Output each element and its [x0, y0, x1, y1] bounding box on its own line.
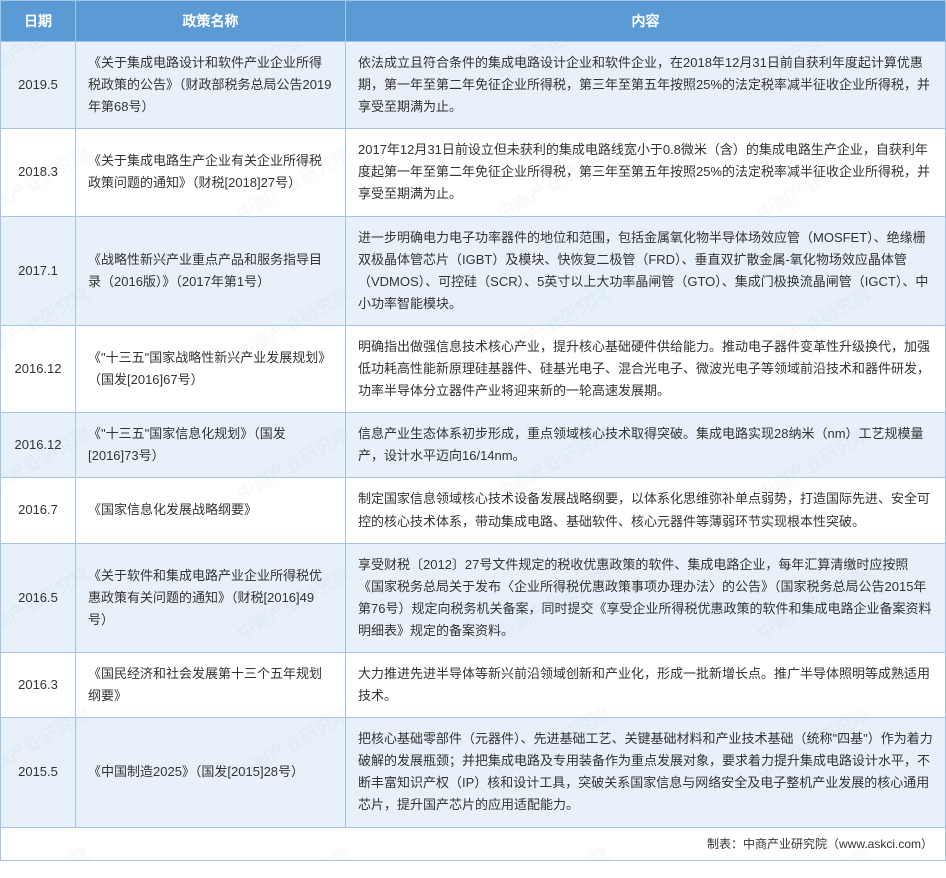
cell-date: 2015.5 — [1, 718, 76, 827]
header-name: 政策名称 — [76, 1, 346, 42]
cell-name: 《中国制造2025》（国发[2015]28号） — [76, 718, 346, 827]
cell-content: 制定国家信息领域核心技术设备发展战略纲要，以体系化思维弥补单点弱势，打造国际先进… — [346, 478, 946, 543]
cell-content: 2017年12月31日前设立但未获利的集成电路线宽小于0.8微米（含）的集成电路… — [346, 129, 946, 216]
table-row: 2016.12《"十三五"国家信息化规划》（国发[2016]73号）信息产业生态… — [1, 413, 946, 478]
cell-content: 进一步明确电力电子功率器件的地位和范围，包括金属氧化物半导体场效应管（MOSFE… — [346, 216, 946, 325]
table-row: 2016.12《"十三五"国家战略性新兴产业发展规划》（国发[2016]67号）… — [1, 325, 946, 412]
table-row: 2016.3《国民经济和社会发展第十三个五年规划纲要》大力推进先进半导体等新兴前… — [1, 652, 946, 717]
cell-name: 《战略性新兴产业重点产品和服务指导目录（2016版）》（2017年第1号） — [76, 216, 346, 325]
cell-content: 大力推进先进半导体等新兴前沿领域创新和产业化，形成一批新增长点。推广半导体照明等… — [346, 652, 946, 717]
cell-date: 2016.12 — [1, 413, 76, 478]
table-header-row: 日期 政策名称 内容 — [1, 1, 946, 42]
cell-name: 《"十三五"国家信息化规划》（国发[2016]73号） — [76, 413, 346, 478]
table-row: 2016.5《关于软件和集成电路产业企业所得税优惠政策有关问题的通知》（财税[2… — [1, 543, 946, 652]
table-row: 2019.5《关于集成电路设计和软件产业企业所得税政策的公告》（财政部税务总局公… — [1, 42, 946, 129]
cell-name: 《"十三五"国家战略性新兴产业发展规划》（国发[2016]67号） — [76, 325, 346, 412]
cell-name: 《关于软件和集成电路产业企业所得税优惠政策有关问题的通知》（财税[2016]49… — [76, 543, 346, 652]
cell-date: 2017.1 — [1, 216, 76, 325]
cell-date: 2016.7 — [1, 478, 76, 543]
cell-name: 《国民经济和社会发展第十三个五年规划纲要》 — [76, 652, 346, 717]
cell-content: 依法成立且符合条件的集成电路设计企业和软件企业，在2018年12月31日前自获利… — [346, 42, 946, 129]
cell-content: 信息产业生态体系初步形成，重点领域核心技术取得突破。集成电路实现28纳米（nm）… — [346, 413, 946, 478]
source-text: 制表：中商产业研究院（www.askci.com） — [1, 827, 946, 860]
cell-date: 2016.5 — [1, 543, 76, 652]
cell-name: 《国家信息化发展战略纲要》 — [76, 478, 346, 543]
header-content: 内容 — [346, 1, 946, 42]
cell-date: 2016.12 — [1, 325, 76, 412]
table-row: 2017.1《战略性新兴产业重点产品和服务指导目录（2016版）》（2017年第… — [1, 216, 946, 325]
cell-name: 《关于集成电路设计和软件产业企业所得税政策的公告》（财政部税务总局公告2019年… — [76, 42, 346, 129]
table-row: 2015.5《中国制造2025》（国发[2015]28号）把核心基础零部件（元器… — [1, 718, 946, 827]
header-date: 日期 — [1, 1, 76, 42]
cell-date: 2019.5 — [1, 42, 76, 129]
cell-name: 《关于集成电路生产企业有关企业所得税政策问题的通知》（财税[2018]27号） — [76, 129, 346, 216]
source-row: 制表：中商产业研究院（www.askci.com） — [1, 827, 946, 860]
policy-table: 日期 政策名称 内容 2019.5《关于集成电路设计和软件产业企业所得税政策的公… — [0, 0, 946, 861]
cell-date: 2016.3 — [1, 652, 76, 717]
cell-content: 把核心基础零部件（元器件）、先进基础工艺、关键基础材料和产业技术基础（统称"四基… — [346, 718, 946, 827]
table-row: 2018.3《关于集成电路生产企业有关企业所得税政策问题的通知》（财税[2018… — [1, 129, 946, 216]
cell-date: 2018.3 — [1, 129, 76, 216]
cell-content: 享受财税〔2012〕27号文件规定的税收优惠政策的软件、集成电路企业，每年汇算清… — [346, 543, 946, 652]
cell-content: 明确指出做强信息技术核心产业，提升核心基础硬件供给能力。推动电子器件变革性升级换… — [346, 325, 946, 412]
table-row: 2016.7《国家信息化发展战略纲要》制定国家信息领域核心技术设备发展战略纲要，… — [1, 478, 946, 543]
